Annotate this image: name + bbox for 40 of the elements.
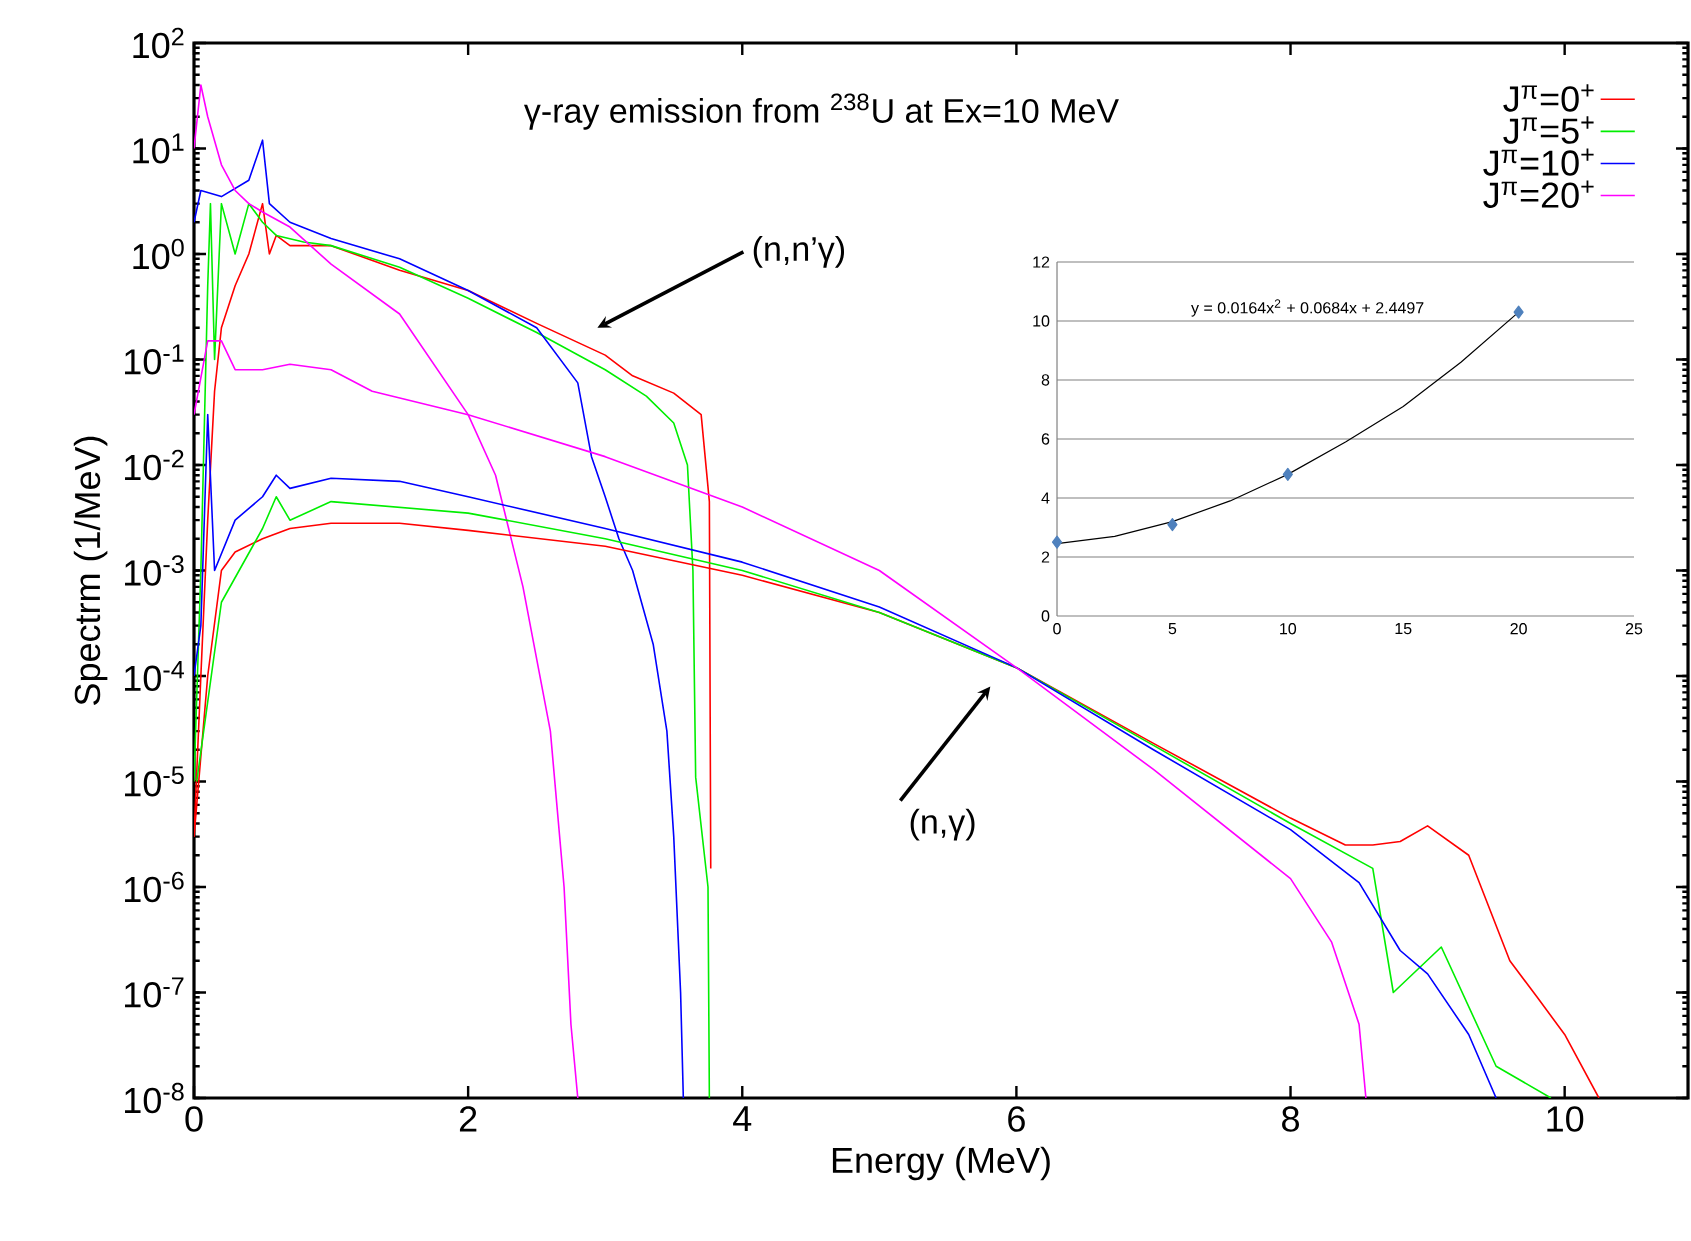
x-tick-label: 10	[1547, 1106, 1584, 1132]
y-tick-label: 6	[1041, 433, 1050, 445]
y-tick-label: 10	[1033, 315, 1050, 327]
y-tick-label: 10$^{-5}$	[125, 766, 184, 797]
y-tick-label: 8	[1041, 374, 1050, 386]
x-tick-label: 5	[1168, 623, 1177, 635]
y-tick-label: 10$^{2}$	[133, 27, 184, 59]
y-tick-label: 10$^{-7}$	[125, 977, 184, 1008]
y-tick-label: 10$^{-1}$	[125, 344, 184, 375]
y-tick-label: 2	[1041, 551, 1050, 563]
x-tick-label: 2	[459, 1106, 477, 1132]
y-tick-label: 0	[1041, 610, 1050, 622]
annotation: y = 0.0164x$^{2}$ + 0.0684x + 2.4497	[1191, 299, 1424, 317]
y-axis-title: Spectrm (1/MeV)	[73, 436, 108, 705]
y-tick-label: 4	[1041, 492, 1050, 504]
x-tick-label: 10	[1280, 623, 1297, 635]
legend-label: J$^{π}$=10$^{+}$	[1483, 148, 1594, 176]
x-tick-label: 0	[185, 1106, 203, 1132]
x-axis-title: Energy (MeV)	[832, 1146, 1050, 1181]
y-tick-label: 10$^{1}$	[133, 133, 184, 164]
legend-label: J$^{π}$=0$^{+}$	[1503, 84, 1594, 112]
x-tick-label: 4	[733, 1106, 752, 1132]
x-tick-label: 8	[1282, 1106, 1299, 1132]
legend-label: J$^{π}$=20$^{+}$	[1483, 180, 1594, 208]
y-tick-label: 10$^{-3}$	[125, 555, 184, 586]
y-tick-label: 10$^{-2}$	[125, 449, 184, 481]
x-tick-label: 15	[1395, 623, 1412, 635]
legend-label: J$^{π}$=5$^{+}$	[1503, 116, 1594, 144]
x-tick-label: 6	[1008, 1106, 1025, 1132]
text: γ-ray emission from $^{238}$U at Ex=10 MeV	[523, 93, 1119, 130]
y-tick-label: 12	[1033, 256, 1050, 268]
x-tick-label: 25	[1625, 623, 1643, 635]
x-tick-label: 20	[1510, 623, 1527, 635]
annotation: (n,γ)	[910, 808, 975, 841]
y-tick-label: 10$^{-6}$	[125, 871, 184, 903]
y-tick-label: 10$^{-4}$	[125, 660, 184, 692]
y-tick-label: 10$^{-8}$	[125, 1082, 184, 1114]
annotation: (n,n’γ)	[753, 236, 845, 268]
x-tick-label: 0	[1053, 623, 1061, 635]
y-tick-label: 10$^{0}$	[133, 238, 184, 270]
